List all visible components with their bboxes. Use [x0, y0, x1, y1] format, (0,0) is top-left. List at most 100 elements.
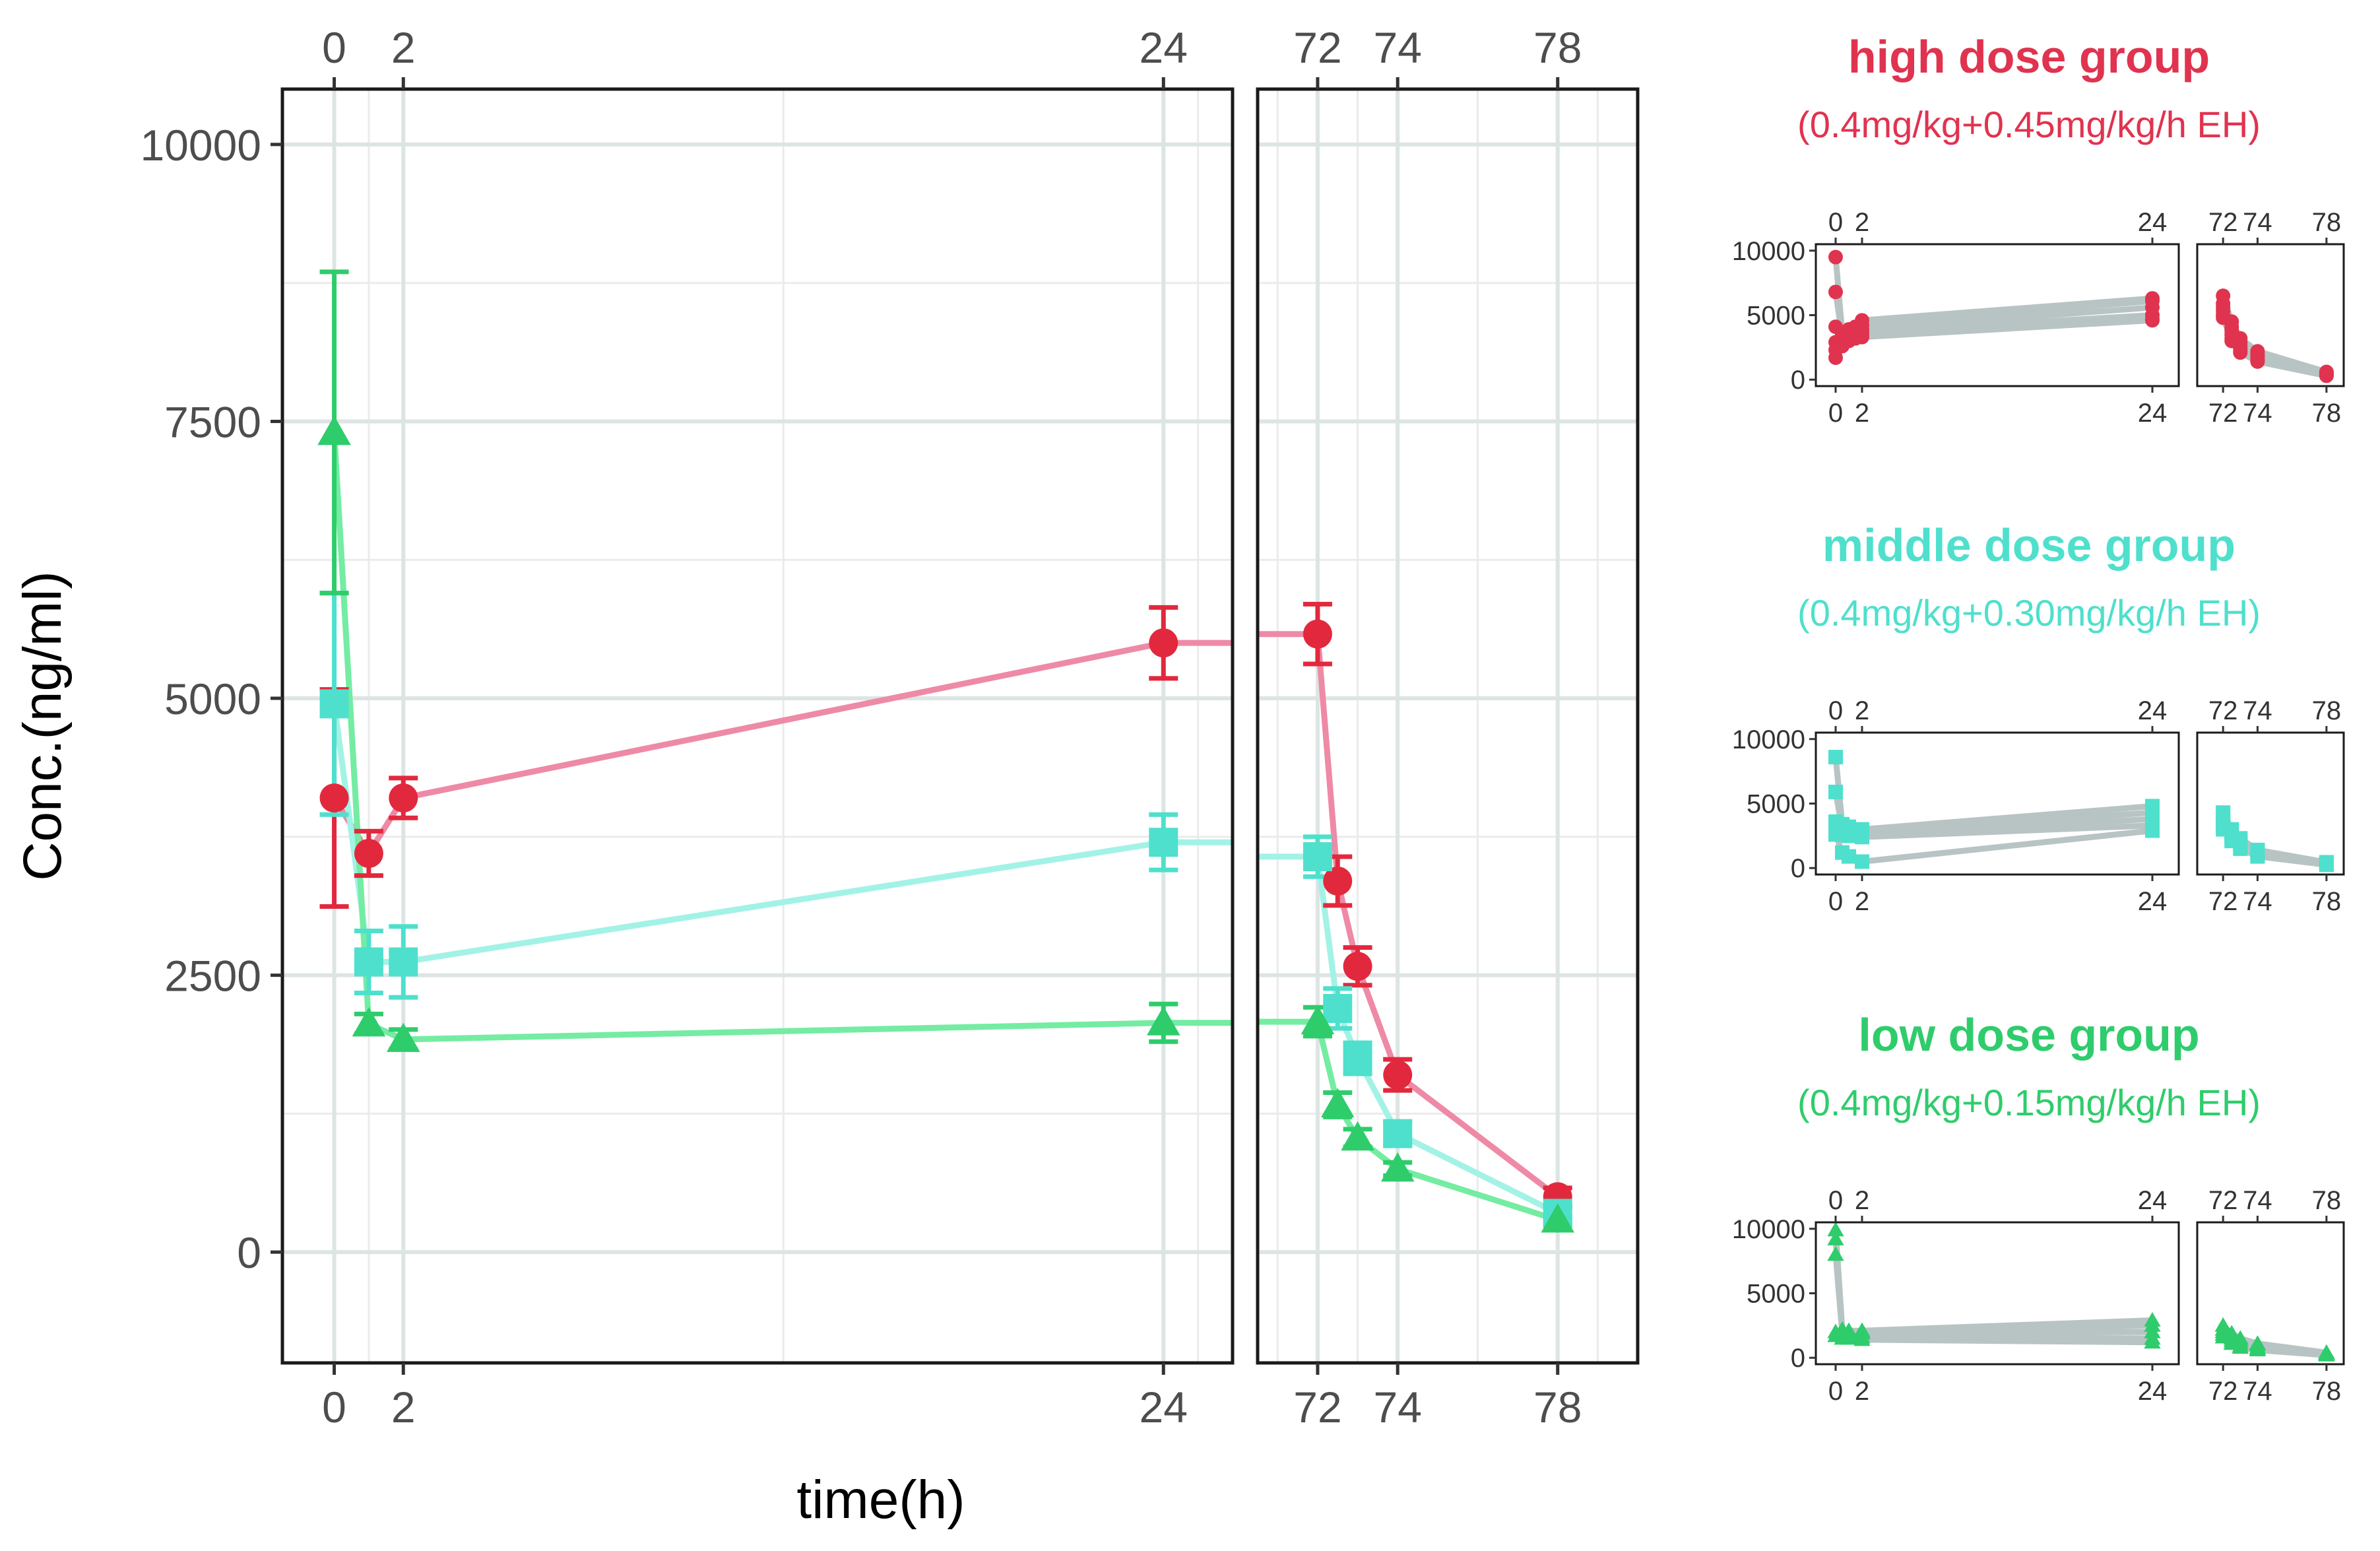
subject-point — [2319, 857, 2334, 873]
panel-title: high dose group — [1848, 31, 2210, 82]
small-panel-border — [2196, 243, 2345, 387]
subject-point — [2214, 1329, 2232, 1344]
small-x-tick-label-top: 74 — [2243, 1186, 2272, 1215]
subject-point — [2318, 1346, 2335, 1362]
small-x-tick-label-top: 0 — [1828, 696, 1843, 725]
data-point-square — [319, 689, 349, 719]
series-line-2 — [1258, 1018, 1559, 1223]
data-point-square — [389, 947, 418, 977]
small-x-tick-label: 24 — [2138, 887, 2168, 916]
subject-point — [2223, 1335, 2240, 1350]
small-x-tick-label-top: 24 — [2138, 208, 2168, 237]
small-x-tick-label-top: 74 — [2243, 696, 2272, 725]
small-panel-border — [2196, 731, 2345, 876]
small-x-tick-label-top: 72 — [2208, 208, 2238, 237]
data-point-circle — [1323, 866, 1353, 896]
small-x-tick-label: 72 — [2208, 887, 2238, 916]
small-y-tick-label: 10000 — [1732, 725, 1805, 754]
subject-point — [2224, 333, 2239, 348]
subject-point — [2233, 345, 2248, 360]
data-point-triangle — [1320, 1088, 1355, 1117]
data-point-circle — [389, 783, 418, 813]
subject-point — [2145, 823, 2160, 838]
x-tick-label: 78 — [1533, 1383, 1582, 1432]
small-x-tick-label: 2 — [1855, 1377, 1869, 1406]
small-x-tick-label: 74 — [2243, 887, 2272, 916]
subject-point — [1827, 1246, 1844, 1261]
small-y-tick-label: 5000 — [1747, 790, 1805, 819]
x-tick-label-top: 78 — [1533, 23, 1582, 72]
small-y-tick-label: 10000 — [1732, 237, 1805, 266]
y-tick-label: 0 — [237, 1228, 261, 1277]
subject-point — [1840, 1330, 1857, 1345]
x-tick-label: 72 — [1293, 1383, 1341, 1432]
plot-panel-1 — [1258, 89, 1638, 1363]
small-x-tick-label-top: 72 — [2208, 696, 2238, 725]
subject-point — [1855, 329, 1869, 345]
small-x-tick-label-top: 2 — [1855, 1186, 1869, 1215]
x-tick-label: 24 — [1140, 1383, 1188, 1432]
small-x-tick-label-top: 24 — [2138, 1186, 2168, 1215]
data-point-circle — [1343, 952, 1372, 981]
small-x-tick-label: 74 — [2243, 399, 2272, 428]
subject-point — [2250, 849, 2265, 864]
subject-point — [1828, 827, 1843, 842]
small-y-tick-label: 0 — [1791, 1344, 1805, 1373]
data-point-square — [1303, 842, 1332, 872]
data-point-square — [1343, 1043, 1372, 1073]
small-x-tick-label-top: 78 — [2312, 696, 2342, 725]
data-point-triangle — [1380, 1152, 1415, 1182]
data-point-triangle — [317, 415, 351, 446]
subject-point — [2216, 822, 2231, 837]
small-plot-panel-0 — [1816, 733, 2179, 874]
y-tick-label: 10000 — [140, 121, 261, 170]
subject-point — [1853, 1331, 1871, 1346]
small-x-tick-label: 0 — [1828, 1377, 1843, 1406]
data-point-circle — [319, 783, 349, 813]
high-dose-panel: high dose group (0.4mg/kg+0.45mg/kg/h EH)… — [1732, 31, 2345, 428]
subject-point — [2319, 368, 2334, 383]
small-y-tick-label: 5000 — [1747, 302, 1805, 331]
small-x-tick-label-top: 24 — [2138, 696, 2168, 725]
small-x-tick-label: 72 — [2208, 1377, 2238, 1406]
subject-point — [1828, 284, 1843, 300]
small-x-tick-label-top: 2 — [1855, 696, 1869, 725]
small-y-tick-label: 10000 — [1732, 1215, 1805, 1244]
subject-point — [2232, 1338, 2249, 1354]
small-x-tick-label: 24 — [2138, 1377, 2168, 1406]
x-tick-label-top: 0 — [322, 23, 346, 72]
panel-title: low dose group — [1858, 1009, 2199, 1061]
panel-subtitle: (0.4mg/kg+0.30mg/kg/h EH) — [1797, 592, 2261, 634]
small-x-tick-label: 2 — [1855, 399, 1869, 428]
x-tick-label-top: 74 — [1373, 23, 1421, 72]
x-tick-label-top: 2 — [391, 23, 416, 72]
middle-dose-panel: middle dose group (0.4mg/kg+0.30mg/kg/h E… — [1732, 519, 2345, 916]
subject-point — [1828, 249, 1843, 265]
small-x-tick-label: 78 — [2312, 887, 2342, 916]
subject-point — [1855, 854, 1869, 869]
data-point-triangle — [1301, 1005, 1335, 1035]
subject-point — [1842, 828, 1856, 843]
y-tick-label: 5000 — [164, 675, 261, 723]
panel-title: middle dose group — [1822, 519, 2235, 571]
small-panel-border — [2196, 1221, 2345, 1366]
panel-subtitle: (0.4mg/kg+0.45mg/kg/h EH) — [1797, 104, 2261, 145]
subject-point — [1828, 784, 1843, 799]
panel-border — [1256, 87, 1640, 1365]
x-tick-label-top: 72 — [1293, 23, 1341, 72]
data-point-triangle — [1341, 1121, 1374, 1151]
small-x-tick-label-top: 78 — [2312, 208, 2342, 237]
data-point-triangle — [1146, 1006, 1180, 1036]
subject-point — [2233, 841, 2248, 856]
y-axis-title: Conc.(ng/ml) — [13, 571, 73, 880]
data-point-circle — [1383, 1060, 1413, 1090]
main-chart: 02500500075001000000222424727274747878ti… — [13, 23, 1640, 1530]
subject-point — [1828, 750, 1843, 765]
y-tick-label: 2500 — [164, 952, 261, 1001]
small-x-tick-label: 0 — [1828, 887, 1843, 916]
data-point-circle — [1149, 628, 1178, 658]
small-x-tick-label: 0 — [1828, 399, 1843, 428]
small-x-tick-label-top: 0 — [1828, 1186, 1843, 1215]
subject-point — [1827, 1222, 1844, 1237]
